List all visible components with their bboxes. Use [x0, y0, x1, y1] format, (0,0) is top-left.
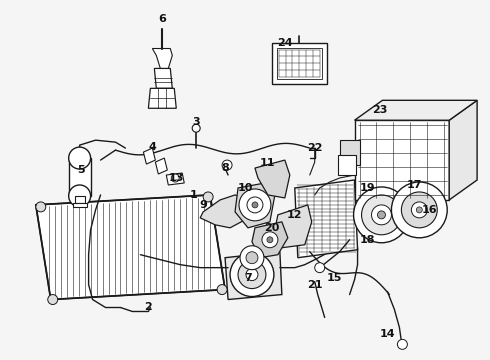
Circle shape [371, 205, 392, 225]
Polygon shape [166, 173, 184, 185]
Bar [73, 203, 87, 207]
Circle shape [267, 237, 273, 243]
Polygon shape [355, 100, 477, 120]
Polygon shape [200, 195, 248, 228]
Polygon shape [340, 140, 360, 165]
Bar [272, 42, 327, 84]
Circle shape [354, 187, 409, 243]
Polygon shape [235, 183, 275, 228]
Circle shape [238, 261, 266, 289]
Text: 9: 9 [199, 200, 207, 210]
Polygon shape [154, 68, 172, 88]
Circle shape [240, 246, 264, 270]
Circle shape [246, 252, 258, 264]
Text: 23: 23 [372, 105, 387, 115]
Polygon shape [449, 100, 477, 200]
Text: 13: 13 [169, 173, 184, 183]
Polygon shape [338, 155, 356, 175]
Text: 2: 2 [145, 302, 152, 311]
Circle shape [36, 202, 46, 212]
Circle shape [217, 285, 227, 294]
Circle shape [203, 192, 213, 202]
Bar [74, 196, 85, 203]
Circle shape [222, 160, 232, 170]
Text: 8: 8 [221, 163, 229, 173]
Text: 19: 19 [360, 183, 375, 193]
Bar [69, 158, 91, 196]
Circle shape [239, 189, 271, 221]
Text: 1: 1 [189, 190, 197, 200]
Polygon shape [148, 88, 176, 108]
Text: 4: 4 [148, 142, 156, 152]
Circle shape [69, 185, 91, 207]
Circle shape [230, 253, 274, 297]
Circle shape [172, 174, 179, 182]
Circle shape [315, 263, 325, 273]
Bar [277, 48, 322, 80]
Text: 18: 18 [360, 235, 375, 245]
Text: 16: 16 [421, 205, 437, 215]
Text: 10: 10 [237, 183, 253, 193]
Circle shape [377, 211, 386, 219]
Circle shape [392, 182, 447, 238]
Text: 11: 11 [260, 158, 276, 168]
Circle shape [69, 147, 91, 169]
Polygon shape [252, 222, 288, 258]
Text: 3: 3 [193, 117, 200, 127]
Circle shape [192, 124, 200, 132]
Circle shape [416, 207, 422, 213]
Circle shape [252, 202, 258, 208]
Polygon shape [36, 195, 225, 300]
Polygon shape [295, 180, 358, 258]
Polygon shape [355, 120, 449, 200]
Polygon shape [152, 49, 172, 72]
Text: 14: 14 [380, 329, 395, 339]
Text: 21: 21 [307, 280, 322, 289]
Circle shape [247, 197, 263, 213]
Polygon shape [155, 158, 167, 174]
Circle shape [401, 192, 437, 228]
Text: 12: 12 [287, 210, 302, 220]
Text: 5: 5 [77, 165, 84, 175]
Text: 24: 24 [277, 37, 293, 48]
Polygon shape [275, 205, 312, 248]
Text: 15: 15 [327, 273, 343, 283]
Circle shape [246, 269, 258, 280]
Text: 6: 6 [158, 14, 166, 24]
Polygon shape [255, 160, 290, 198]
Text: 17: 17 [407, 180, 422, 190]
Text: 22: 22 [307, 143, 322, 153]
Circle shape [362, 195, 401, 235]
Text: 20: 20 [264, 223, 280, 233]
Text: 7: 7 [244, 273, 252, 283]
Circle shape [262, 232, 278, 248]
Circle shape [412, 202, 427, 218]
Circle shape [397, 339, 407, 349]
Polygon shape [144, 148, 155, 164]
Polygon shape [225, 252, 282, 300]
Circle shape [48, 294, 58, 305]
